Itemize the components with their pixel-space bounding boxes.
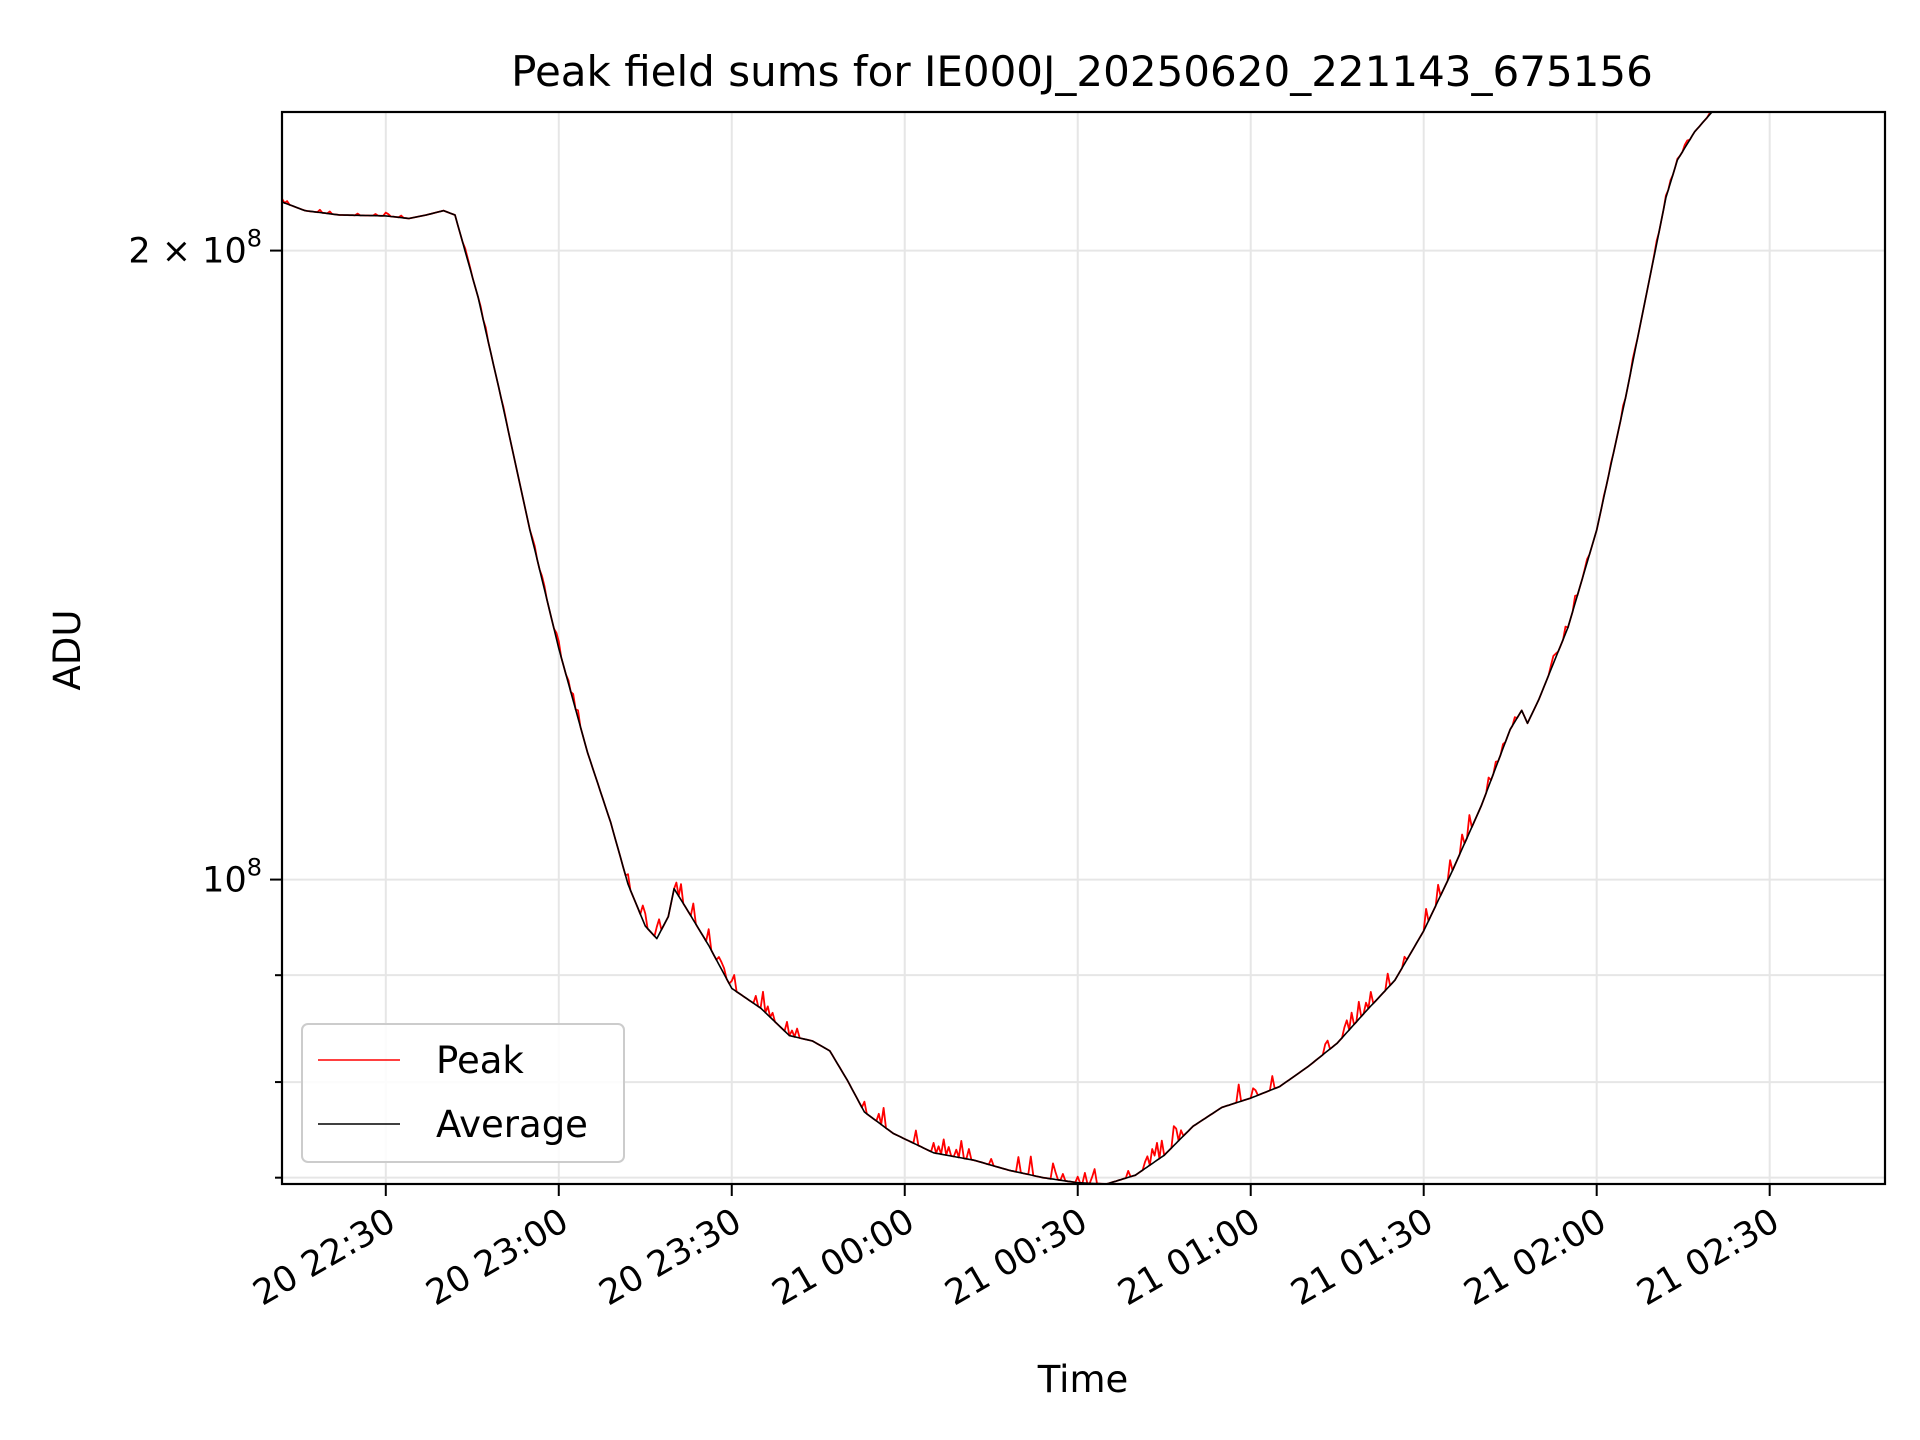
chart-title: Peak field sums for IE000J_20250620_2211… bbox=[511, 47, 1653, 96]
legend-label-peak: Peak bbox=[436, 1039, 524, 1082]
y-axis-label: ADU bbox=[46, 610, 89, 691]
series-line-average bbox=[282, 112, 1713, 1184]
y-axis: 2 × 108 108 bbox=[128, 225, 282, 1179]
plot-frame bbox=[280, 110, 1887, 1186]
series-layer bbox=[282, 112, 1713, 1184]
legend-box bbox=[301, 1023, 625, 1163]
y-tick-label: 108 bbox=[202, 854, 262, 901]
legend-label-average: Average bbox=[436, 1103, 588, 1146]
x-axis-label: Time bbox=[1037, 1358, 1129, 1401]
y-tick-label: 2 × 108 bbox=[128, 225, 262, 272]
legend: Peak Average bbox=[301, 1023, 625, 1163]
